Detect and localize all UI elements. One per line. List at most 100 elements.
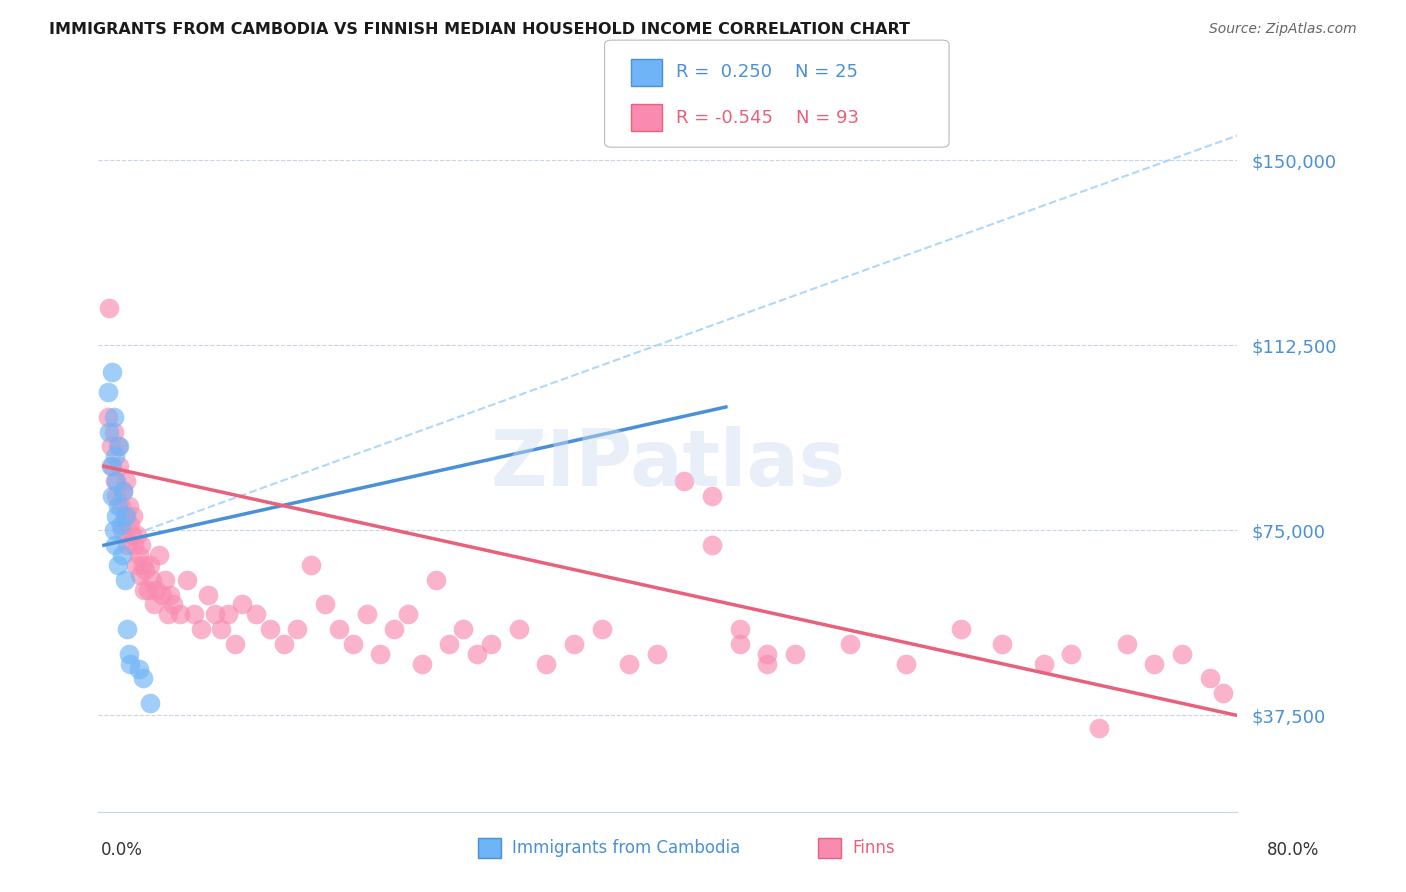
Point (121, 528, 143, 542)
Point (101, 366, 124, 380)
Point (645, 647, 668, 661)
Point (150, 588, 173, 602)
Point (197, 588, 219, 602)
Point (508, 622, 530, 636)
Point (159, 588, 181, 602)
Point (103, 409, 125, 424)
Point (700, 489, 723, 503)
Point (204, 607, 226, 622)
Point (425, 573, 447, 587)
Text: IMMIGRANTS FROM CAMBODIA VS FINNISH MEDIAN HOUSEHOLD INCOME CORRELATION CHART: IMMIGRANTS FROM CAMBODIA VS FINNISH MEDI… (49, 22, 910, 37)
Point (562, 637, 585, 651)
Point (479, 637, 502, 651)
Point (124, 538, 146, 552)
Point (176, 573, 198, 587)
Point (98, 301, 121, 316)
Point (104, 538, 127, 552)
Point (342, 637, 364, 651)
Text: ZIPatlas: ZIPatlas (491, 425, 845, 502)
Point (103, 425, 125, 439)
Point (287, 622, 309, 636)
Point (591, 622, 613, 636)
Point (145, 582, 167, 597)
Point (122, 508, 145, 523)
Point (98, 425, 121, 439)
Point (104, 450, 127, 464)
Point (1143, 657, 1166, 671)
Point (949, 622, 972, 636)
Point (328, 622, 350, 636)
Point (128, 567, 150, 582)
Point (115, 474, 138, 488)
Point (120, 518, 142, 533)
Point (894, 657, 917, 671)
Point (231, 598, 253, 612)
Point (127, 528, 149, 542)
Point (411, 657, 433, 671)
Point (728, 637, 751, 651)
Point (183, 607, 205, 622)
Point (169, 607, 191, 622)
Point (209, 622, 232, 636)
Point (97, 385, 120, 400)
Point (382, 622, 405, 636)
Point (136, 582, 159, 597)
Point (245, 607, 267, 622)
Point (162, 598, 184, 612)
Point (439, 637, 461, 651)
Point (314, 598, 336, 612)
Point (112, 483, 135, 498)
Point (104, 474, 127, 488)
Point (259, 622, 281, 636)
Point (131, 672, 153, 686)
Point (118, 647, 141, 661)
Point (101, 489, 124, 503)
Point (108, 459, 131, 474)
Point (128, 548, 150, 562)
Point (97, 409, 120, 424)
Point (1060, 647, 1083, 661)
Point (114, 573, 136, 587)
Point (128, 662, 150, 676)
Point (148, 548, 170, 562)
Point (217, 607, 239, 622)
Point (107, 558, 129, 572)
Point (224, 637, 246, 651)
Point (190, 622, 212, 636)
Point (370, 647, 392, 661)
Point (114, 508, 136, 523)
Text: 0.0%: 0.0% (101, 841, 143, 859)
Text: R =  0.250    N = 25: R = 0.250 N = 25 (676, 63, 858, 81)
Point (153, 573, 176, 587)
Point (1198, 672, 1220, 686)
Point (111, 548, 134, 562)
Point (125, 558, 148, 572)
Point (105, 489, 128, 503)
Point (105, 508, 128, 523)
Point (356, 607, 378, 622)
Point (103, 524, 125, 538)
Point (107, 499, 129, 513)
Point (110, 518, 132, 533)
Point (839, 637, 862, 651)
Point (101, 459, 124, 474)
Point (1212, 686, 1234, 700)
Point (142, 598, 165, 612)
Point (991, 637, 1014, 651)
Point (453, 622, 475, 636)
Point (110, 499, 132, 513)
Point (112, 483, 135, 498)
Text: R = -0.545    N = 93: R = -0.545 N = 93 (676, 109, 859, 127)
Point (105, 474, 128, 488)
Point (129, 538, 152, 552)
Point (1171, 647, 1194, 661)
Text: Immigrants from Cambodia: Immigrants from Cambodia (512, 839, 740, 857)
Point (465, 647, 488, 661)
Point (115, 508, 138, 523)
Point (138, 558, 160, 572)
Point (1088, 721, 1111, 735)
Text: Finns: Finns (852, 839, 894, 857)
Point (728, 622, 751, 636)
Point (534, 657, 557, 671)
Point (756, 647, 779, 661)
